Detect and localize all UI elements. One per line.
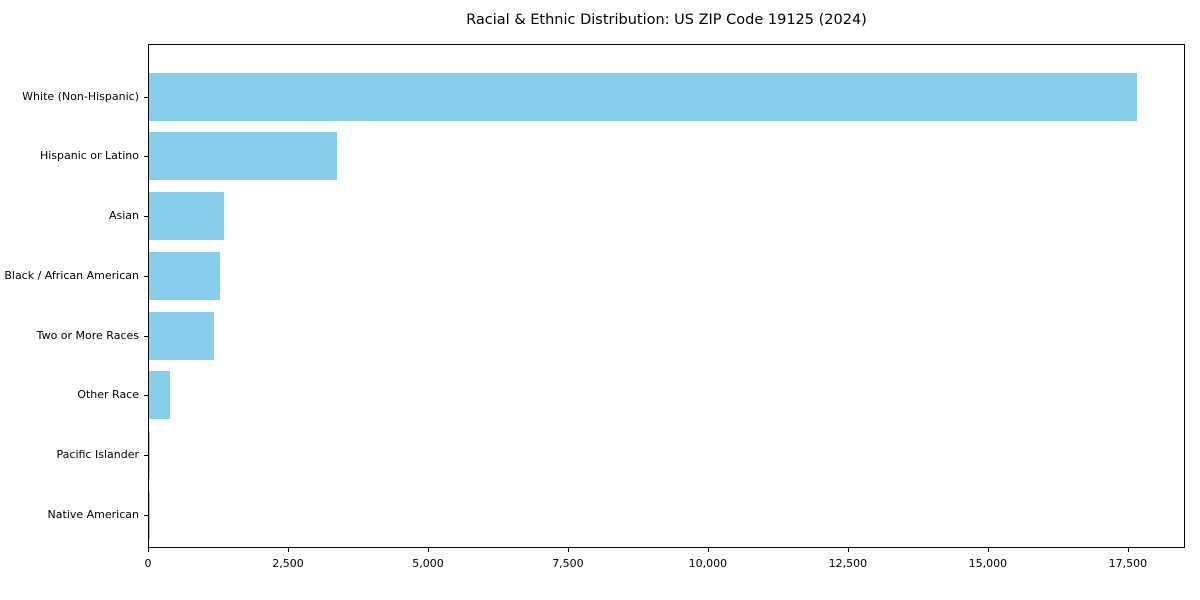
x-axis-tick <box>567 548 569 552</box>
x-axis-tick-label: 12,500 <box>828 557 868 570</box>
y-axis-label: White (Non-Hispanic) <box>22 89 139 103</box>
bar <box>149 132 338 181</box>
bar <box>149 192 225 241</box>
y-axis-tick <box>144 395 148 397</box>
x-axis-tick-label: 5,000 <box>412 557 444 570</box>
y-axis-tick <box>144 96 148 98</box>
x-axis-tick <box>707 548 709 552</box>
x-axis-tick <box>427 548 429 552</box>
x-axis-tick-label: 15,000 <box>968 557 1008 570</box>
x-axis-tick <box>287 548 289 552</box>
x-axis-tick <box>847 548 849 552</box>
y-axis-tick <box>144 515 148 516</box>
x-axis-tick-label: 2,500 <box>272 557 304 570</box>
x-axis-tick-label: 17,500 <box>1108 557 1148 570</box>
bar <box>149 371 171 420</box>
bar <box>149 251 221 300</box>
x-axis-tick <box>1127 548 1129 552</box>
y-axis-tick <box>144 156 148 158</box>
y-axis-tick <box>144 455 148 457</box>
y-axis-label: Pacific Islander <box>56 448 139 462</box>
y-axis-label: Black / African American <box>4 268 139 282</box>
plot-area <box>148 44 1185 548</box>
bar <box>149 311 214 360</box>
x-axis-tick-label: 10,000 <box>688 557 728 570</box>
x-axis-tick <box>987 548 989 552</box>
y-axis-tick <box>144 216 148 218</box>
y-axis-tick <box>144 335 148 337</box>
y-axis-label: Native American <box>47 508 139 521</box>
y-axis-label: Asian <box>108 209 139 223</box>
y-axis-tick <box>144 275 148 277</box>
bar <box>149 431 150 480</box>
y-axis-label: Hispanic or Latino <box>39 149 139 163</box>
x-axis-tick-label: 7,500 <box>552 557 584 570</box>
bar <box>149 72 1138 121</box>
y-axis-label: Two or More Races <box>36 328 139 342</box>
x-axis-tick <box>148 548 149 552</box>
chart-title: Racial & Ethnic Distribution: US ZIP Cod… <box>466 12 867 28</box>
y-axis-label: Other Race <box>77 388 139 402</box>
x-axis-tick-label: 0 <box>144 557 152 570</box>
